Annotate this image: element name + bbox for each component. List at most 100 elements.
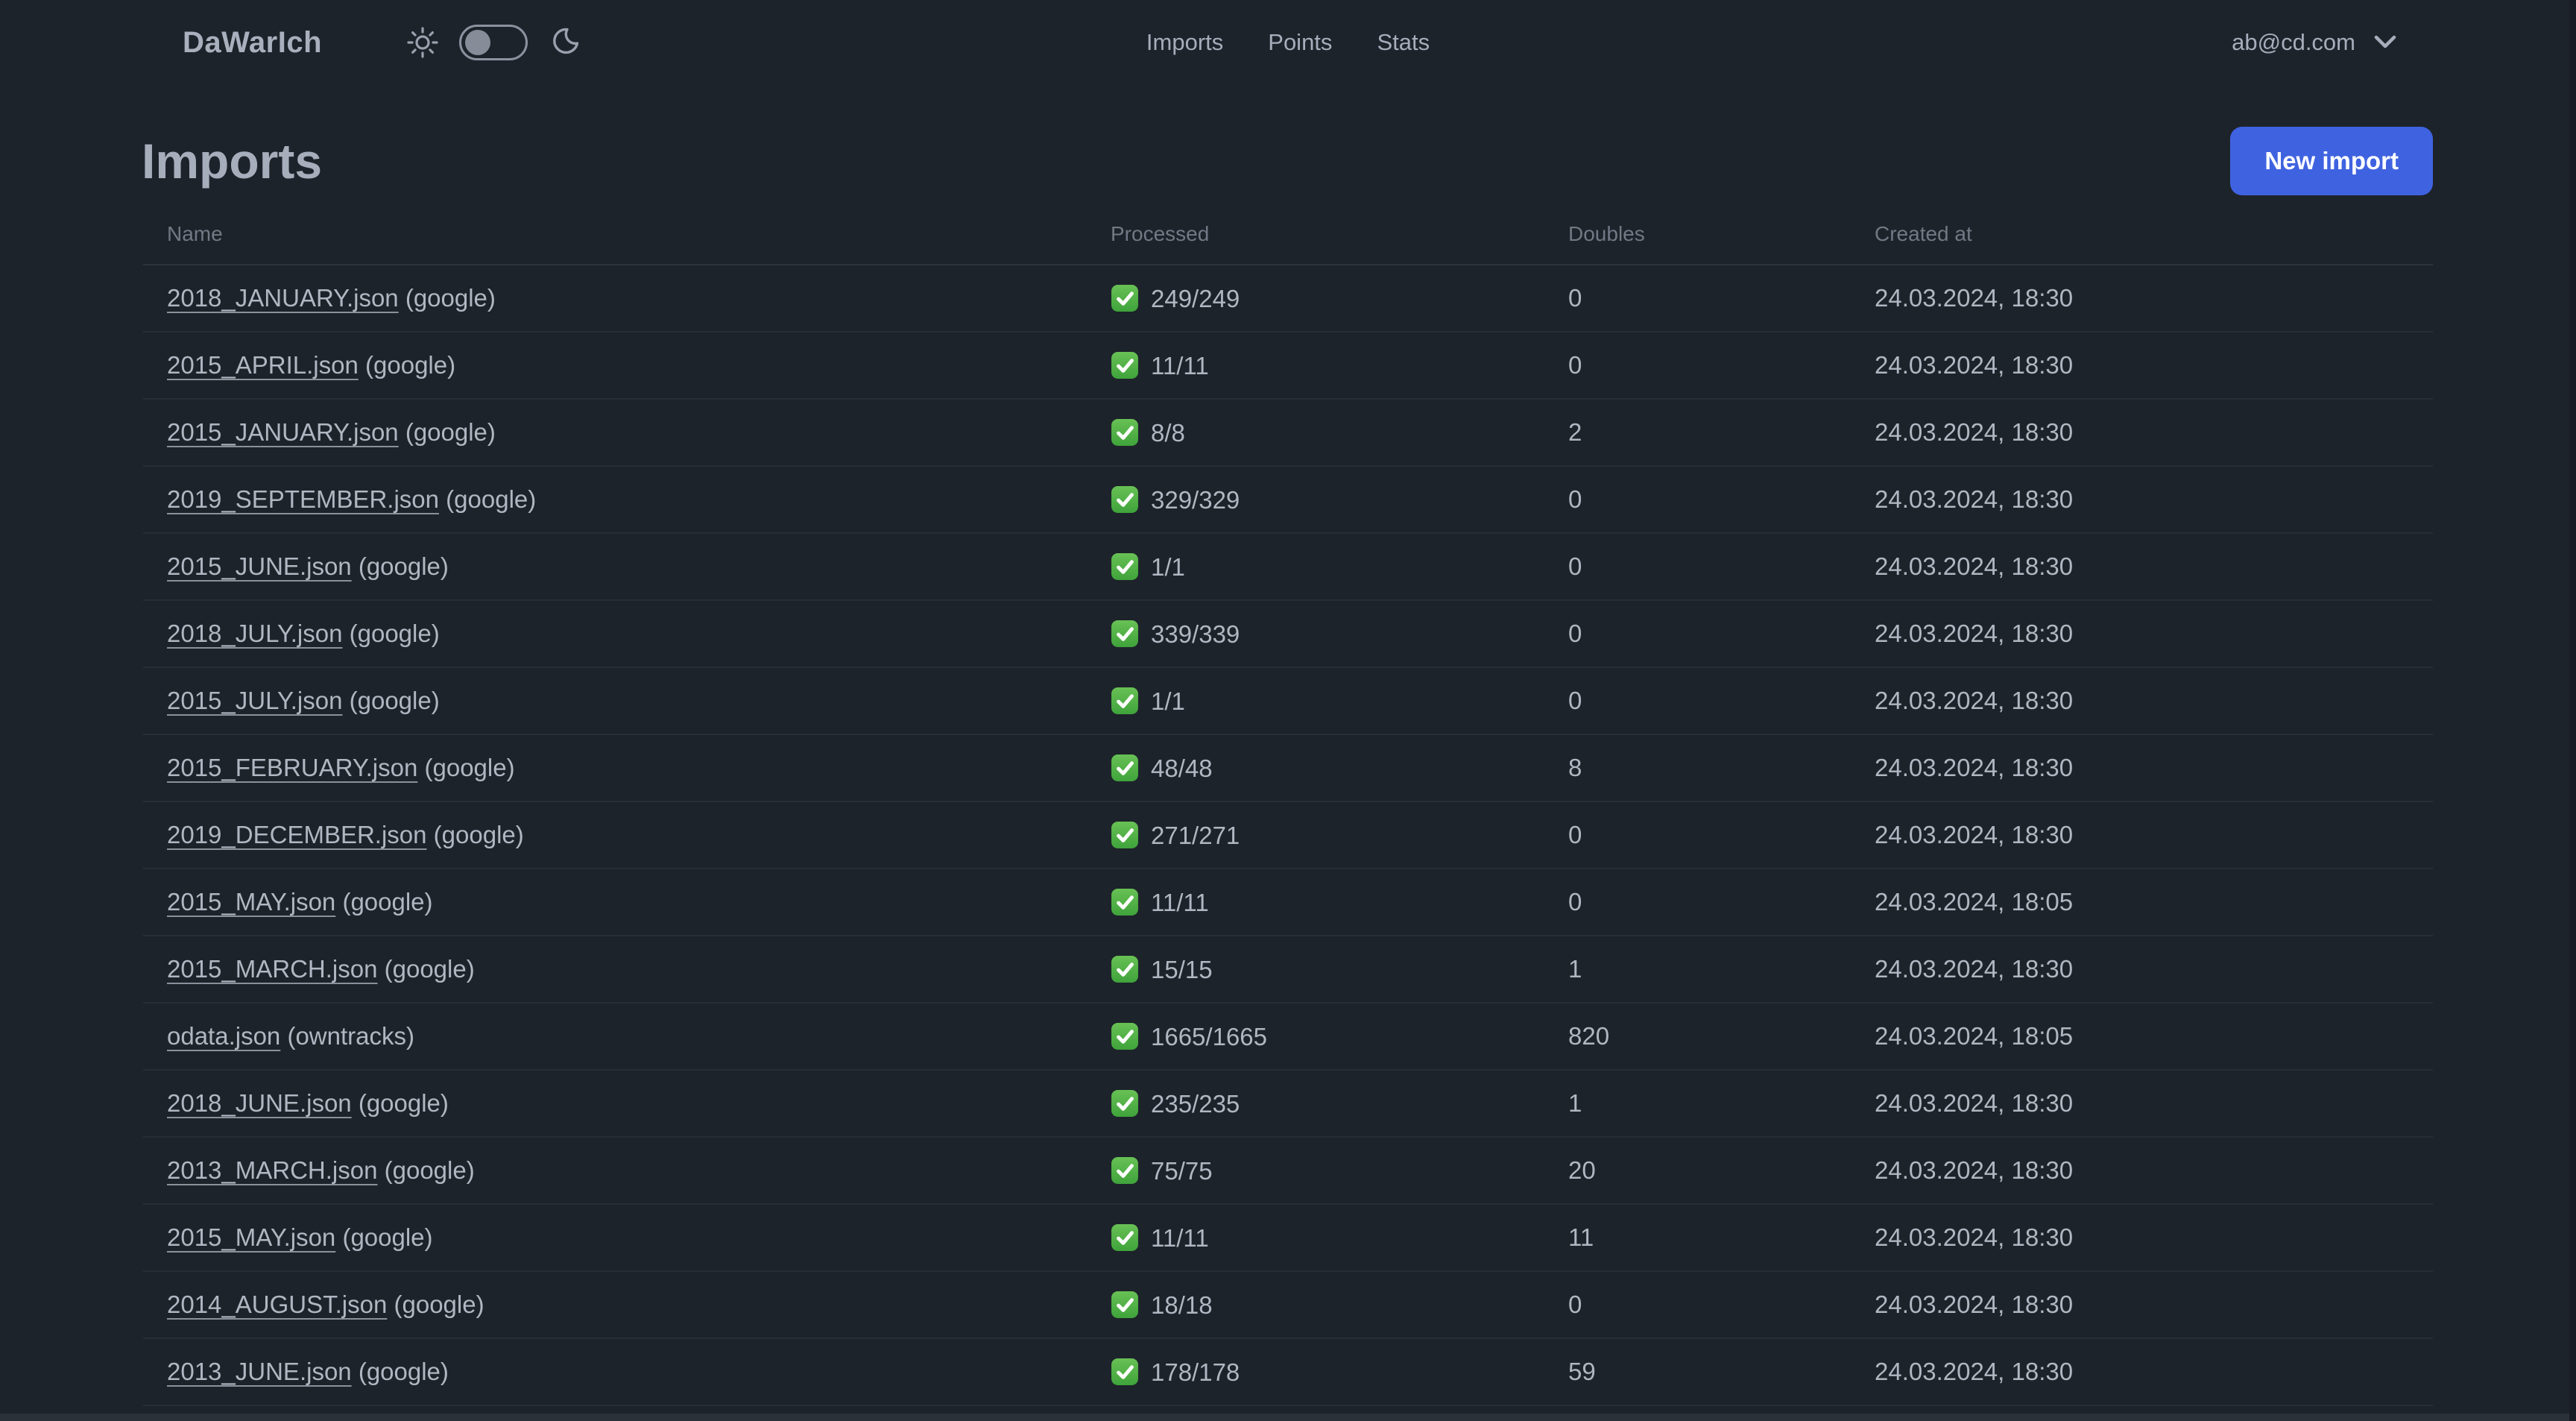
doubles-cell: 0 — [1544, 869, 1851, 936]
moon-icon — [547, 25, 581, 60]
created-at-cell: 24.03.2024, 18:30 — [1851, 801, 2433, 869]
import-source: (owntracks) — [280, 1022, 414, 1050]
processed-cell: 329/329 — [1087, 466, 1544, 534]
check-mark-icon — [1111, 485, 1138, 513]
column-header-created-at: Created at — [1851, 200, 2433, 265]
processed-cell: 15/15 — [1087, 936, 1544, 1003]
import-file-link[interactable]: 2018_JANUARY.json — [167, 284, 399, 312]
check-mark-icon — [1111, 1089, 1138, 1117]
processed-cell: 1/1 — [1087, 533, 1544, 601]
import-file-link[interactable]: 2019_SEPTEMBER.json — [167, 485, 440, 513]
created-at-cell: 24.03.2024, 18:30 — [1851, 1204, 2433, 1272]
processed-count: 75/75 — [1151, 1156, 1213, 1185]
doubles-cell: 8 — [1544, 734, 1851, 802]
app-logo: DaWarIch — [183, 25, 323, 59]
check-mark-icon — [1111, 754, 1138, 781]
created-at-cell — [1851, 1405, 2433, 1421]
table-row: 2019_SEPTEMBER.json (google) 329/329 0 24.0… — [143, 466, 2433, 534]
import-file-link[interactable]: 2015_MAY.json — [167, 1223, 336, 1251]
import-name-cell: odata.json (owntracks) — [143, 1003, 1087, 1071]
doubles-cell: 820 — [1544, 1003, 1851, 1071]
nav-link-imports[interactable]: Imports — [1146, 29, 1224, 55]
column-header-processed: Processed — [1087, 200, 1544, 265]
doubles-cell: 0 — [1544, 265, 1851, 333]
processed-count: 8/8 — [1151, 418, 1185, 447]
import-file-link[interactable]: 2015_MAY.json — [167, 888, 336, 916]
import-source: (google) — [342, 687, 440, 714]
user-email: ab@cd.com — [2232, 29, 2355, 55]
processed-cell: 75/75 — [1087, 1137, 1544, 1205]
created-at-cell: 24.03.2024, 18:30 — [1851, 1271, 2433, 1339]
import-name-cell: 2015_JULY.json (google) — [143, 667, 1087, 735]
import-source: (google) — [351, 1358, 449, 1385]
check-mark-icon — [1111, 955, 1138, 983]
doubles-cell: 1 — [1544, 936, 1851, 1003]
navbar: DaWarIch Imports Points — [0, 0, 2576, 85]
page-title: Imports — [142, 133, 323, 189]
table-row: 2015_MARCH.json (google) 15/15 1 24.03.2024… — [143, 936, 2433, 1003]
processed-cell: 11/11 — [1087, 869, 1544, 936]
created-at-cell: 24.03.2024, 18:30 — [1851, 600, 2433, 668]
doubles-cell: 0 — [1544, 533, 1851, 601]
doubles-cell: 11 — [1544, 1204, 1851, 1272]
table-row: 2015_MAY.json (google) 11/11 11 24.03.2024,… — [143, 1204, 2433, 1272]
new-import-button[interactable]: New import — [2230, 127, 2433, 195]
table-row: odata.json (owntracks) 1665/1665 820 24.03.… — [143, 1003, 2433, 1071]
created-at-cell: 24.03.2024, 18:30 — [1851, 936, 2433, 1003]
import-name-cell: 2015_FEBRUARY.json (google) — [143, 734, 1087, 802]
import-file-link[interactable]: 2015_APRIL.json — [167, 351, 359, 379]
created-at-cell: 24.03.2024, 18:05 — [1851, 869, 2433, 936]
import-file-link[interactable]: 2014_AUGUST.json — [167, 1291, 388, 1318]
created-at-cell: 24.03.2024, 18:30 — [1851, 1070, 2433, 1138]
import-source: (google) — [335, 888, 433, 916]
table-row: 2013_MARCH.json (google) 75/75 20 24.03.202… — [143, 1137, 2433, 1205]
nav-link-stats[interactable]: Stats — [1377, 29, 1430, 55]
import-file-link[interactable]: odata.json — [167, 1022, 281, 1050]
processed-cell: 235/235 — [1087, 1070, 1544, 1138]
created-at-cell: 24.03.2024, 18:30 — [1851, 1137, 2433, 1205]
check-mark-icon — [1111, 284, 1138, 312]
import-file-link[interactable]: 2015_JANUARY.json — [167, 418, 399, 446]
theme-toggle[interactable] — [459, 25, 528, 60]
table-row: 2018_JANUARY.json (google) 249/249 0 24.03.… — [143, 265, 2433, 333]
check-mark-icon — [1111, 1291, 1138, 1318]
import-source: (google) — [351, 1089, 449, 1117]
import-file-link[interactable]: 2019_DECEMBER.json — [167, 821, 427, 848]
table-row: 2014_AUGUST.json (google) 18/18 0 24.03.202… — [143, 1271, 2433, 1339]
import-file-link[interactable]: 2018_JUNE.json — [167, 1089, 352, 1117]
doubles-cell: 20 — [1544, 1137, 1851, 1205]
check-mark-icon — [1111, 888, 1138, 916]
theme-toggle-knob[interactable] — [465, 30, 491, 55]
theme-switcher — [405, 25, 581, 60]
sun-icon — [405, 25, 440, 60]
table-row: 2018_JUNE.json (google) 235/235 1 24.03.202… — [143, 1070, 2433, 1138]
table-row: 2015_FEBRUARY.json (google) 48/48 8 24.03.2… — [143, 734, 2433, 802]
import-file-link[interactable]: 2018_JULY.json — [167, 620, 343, 647]
import-file-link[interactable]: 2015_JULY.json — [167, 687, 343, 714]
import-file-link[interactable]: 2015_JUNE.json — [167, 552, 352, 580]
doubles-cell: 0 — [1544, 466, 1851, 534]
processed-cell: 249/249 — [1087, 265, 1544, 333]
import-source: (google) — [398, 284, 496, 312]
import-source: (google) — [439, 485, 537, 513]
processed-cell: 11/11 — [1087, 332, 1544, 400]
import-name-cell: 2015_MAY.json (google) — [143, 869, 1087, 936]
chevron-down-icon — [2373, 34, 2397, 51]
main-nav: Imports Points Stats — [1124, 0, 1452, 85]
import-name-cell — [143, 1405, 1087, 1421]
created-at-cell: 24.03.2024, 18:30 — [1851, 1338, 2433, 1406]
nav-link-points[interactable]: Points — [1268, 29, 1333, 55]
processed-cell: 18/18 — [1087, 1271, 1544, 1339]
created-at-cell: 24.03.2024, 18:30 — [1851, 667, 2433, 735]
processed-count: 271/271 — [1151, 821, 1240, 849]
column-header-name: Name — [143, 200, 1087, 265]
user-menu[interactable]: ab@cd.com — [2232, 29, 2397, 56]
import-file-link[interactable]: 2015_MARCH.json — [167, 955, 378, 983]
import-file-link[interactable]: 2013_JUNE.json — [167, 1358, 352, 1385]
processed-count: 249/249 — [1151, 284, 1240, 312]
column-header-doubles: Doubles — [1544, 200, 1851, 265]
doubles-cell: 0 — [1544, 332, 1851, 400]
import-file-link[interactable]: 2013_MARCH.json — [167, 1156, 378, 1184]
page-header: Imports New import — [142, 127, 2433, 195]
import-file-link[interactable]: 2015_FEBRUARY.json — [167, 754, 418, 781]
